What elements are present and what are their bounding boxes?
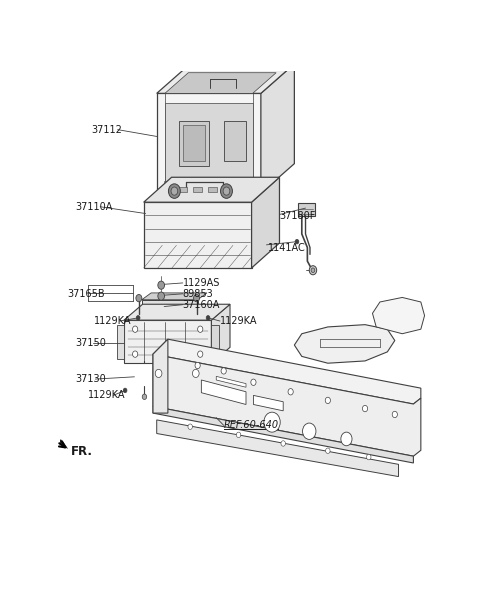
Circle shape: [220, 184, 232, 198]
Text: 1129AS: 1129AS: [183, 278, 220, 288]
Text: 37180F: 37180F: [279, 211, 316, 221]
Polygon shape: [142, 300, 198, 309]
Text: 37160A: 37160A: [183, 300, 220, 310]
Circle shape: [168, 184, 180, 198]
Text: 1141AC: 1141AC: [268, 243, 306, 253]
Circle shape: [155, 369, 162, 378]
Polygon shape: [252, 177, 279, 268]
Polygon shape: [153, 406, 413, 463]
Circle shape: [192, 369, 199, 378]
Polygon shape: [56, 439, 67, 448]
Bar: [196, 181, 207, 190]
Bar: [244, 181, 255, 190]
Circle shape: [132, 326, 138, 332]
Circle shape: [158, 292, 165, 300]
Bar: [180, 181, 192, 190]
Circle shape: [206, 316, 210, 320]
Circle shape: [221, 368, 226, 374]
Text: 37150: 37150: [75, 338, 106, 348]
Polygon shape: [153, 354, 421, 456]
Circle shape: [251, 379, 256, 385]
Polygon shape: [124, 305, 230, 320]
Circle shape: [171, 187, 178, 195]
Polygon shape: [165, 103, 252, 183]
Bar: [228, 181, 240, 190]
Circle shape: [309, 266, 317, 274]
Circle shape: [198, 351, 203, 358]
Polygon shape: [156, 93, 261, 193]
Polygon shape: [142, 293, 207, 300]
Text: FR.: FR.: [71, 445, 93, 458]
Polygon shape: [261, 64, 294, 193]
Text: 1129KA: 1129KA: [220, 316, 257, 326]
Circle shape: [132, 351, 138, 358]
Bar: [183, 125, 205, 161]
Text: REF.60-640: REF.60-640: [224, 421, 279, 431]
Circle shape: [136, 294, 142, 302]
Text: 37130: 37130: [75, 374, 106, 384]
Polygon shape: [216, 376, 246, 387]
Polygon shape: [253, 395, 283, 411]
Polygon shape: [117, 325, 124, 359]
Text: 1129KA: 1129KA: [94, 316, 131, 326]
Text: 37112: 37112: [92, 125, 122, 135]
Polygon shape: [144, 202, 252, 268]
Circle shape: [136, 316, 140, 320]
Polygon shape: [211, 325, 219, 359]
Bar: [179, 121, 209, 166]
Circle shape: [198, 326, 203, 332]
Circle shape: [362, 405, 368, 412]
Text: 37165B: 37165B: [67, 289, 105, 299]
Circle shape: [195, 362, 200, 369]
Circle shape: [302, 423, 316, 439]
Polygon shape: [144, 177, 279, 202]
Polygon shape: [294, 325, 395, 363]
Circle shape: [223, 187, 230, 195]
Circle shape: [264, 412, 280, 432]
Circle shape: [325, 448, 330, 454]
Bar: [224, 121, 246, 161]
Polygon shape: [153, 339, 421, 404]
Circle shape: [341, 432, 352, 446]
Bar: [193, 187, 202, 193]
Bar: [208, 187, 217, 193]
Circle shape: [142, 394, 147, 399]
Circle shape: [188, 424, 192, 429]
Circle shape: [367, 454, 371, 460]
Polygon shape: [202, 380, 246, 405]
Circle shape: [281, 441, 286, 446]
Polygon shape: [124, 320, 211, 363]
Text: 89853: 89853: [183, 289, 214, 299]
Circle shape: [325, 397, 330, 403]
Polygon shape: [156, 420, 398, 477]
Bar: [164, 181, 175, 190]
Circle shape: [288, 389, 293, 395]
Circle shape: [158, 281, 165, 289]
Polygon shape: [165, 72, 276, 93]
Polygon shape: [211, 305, 230, 363]
Polygon shape: [153, 339, 168, 413]
Polygon shape: [156, 64, 294, 93]
Polygon shape: [298, 203, 315, 216]
Bar: [178, 187, 187, 193]
Circle shape: [123, 388, 127, 393]
Text: 37110A: 37110A: [75, 202, 112, 211]
Circle shape: [236, 432, 241, 438]
Text: 1129KA: 1129KA: [88, 391, 125, 401]
Polygon shape: [372, 297, 424, 334]
Bar: [212, 181, 223, 190]
Circle shape: [193, 294, 200, 302]
Circle shape: [295, 239, 299, 244]
Circle shape: [392, 411, 397, 418]
Circle shape: [311, 268, 315, 273]
Polygon shape: [153, 361, 202, 386]
